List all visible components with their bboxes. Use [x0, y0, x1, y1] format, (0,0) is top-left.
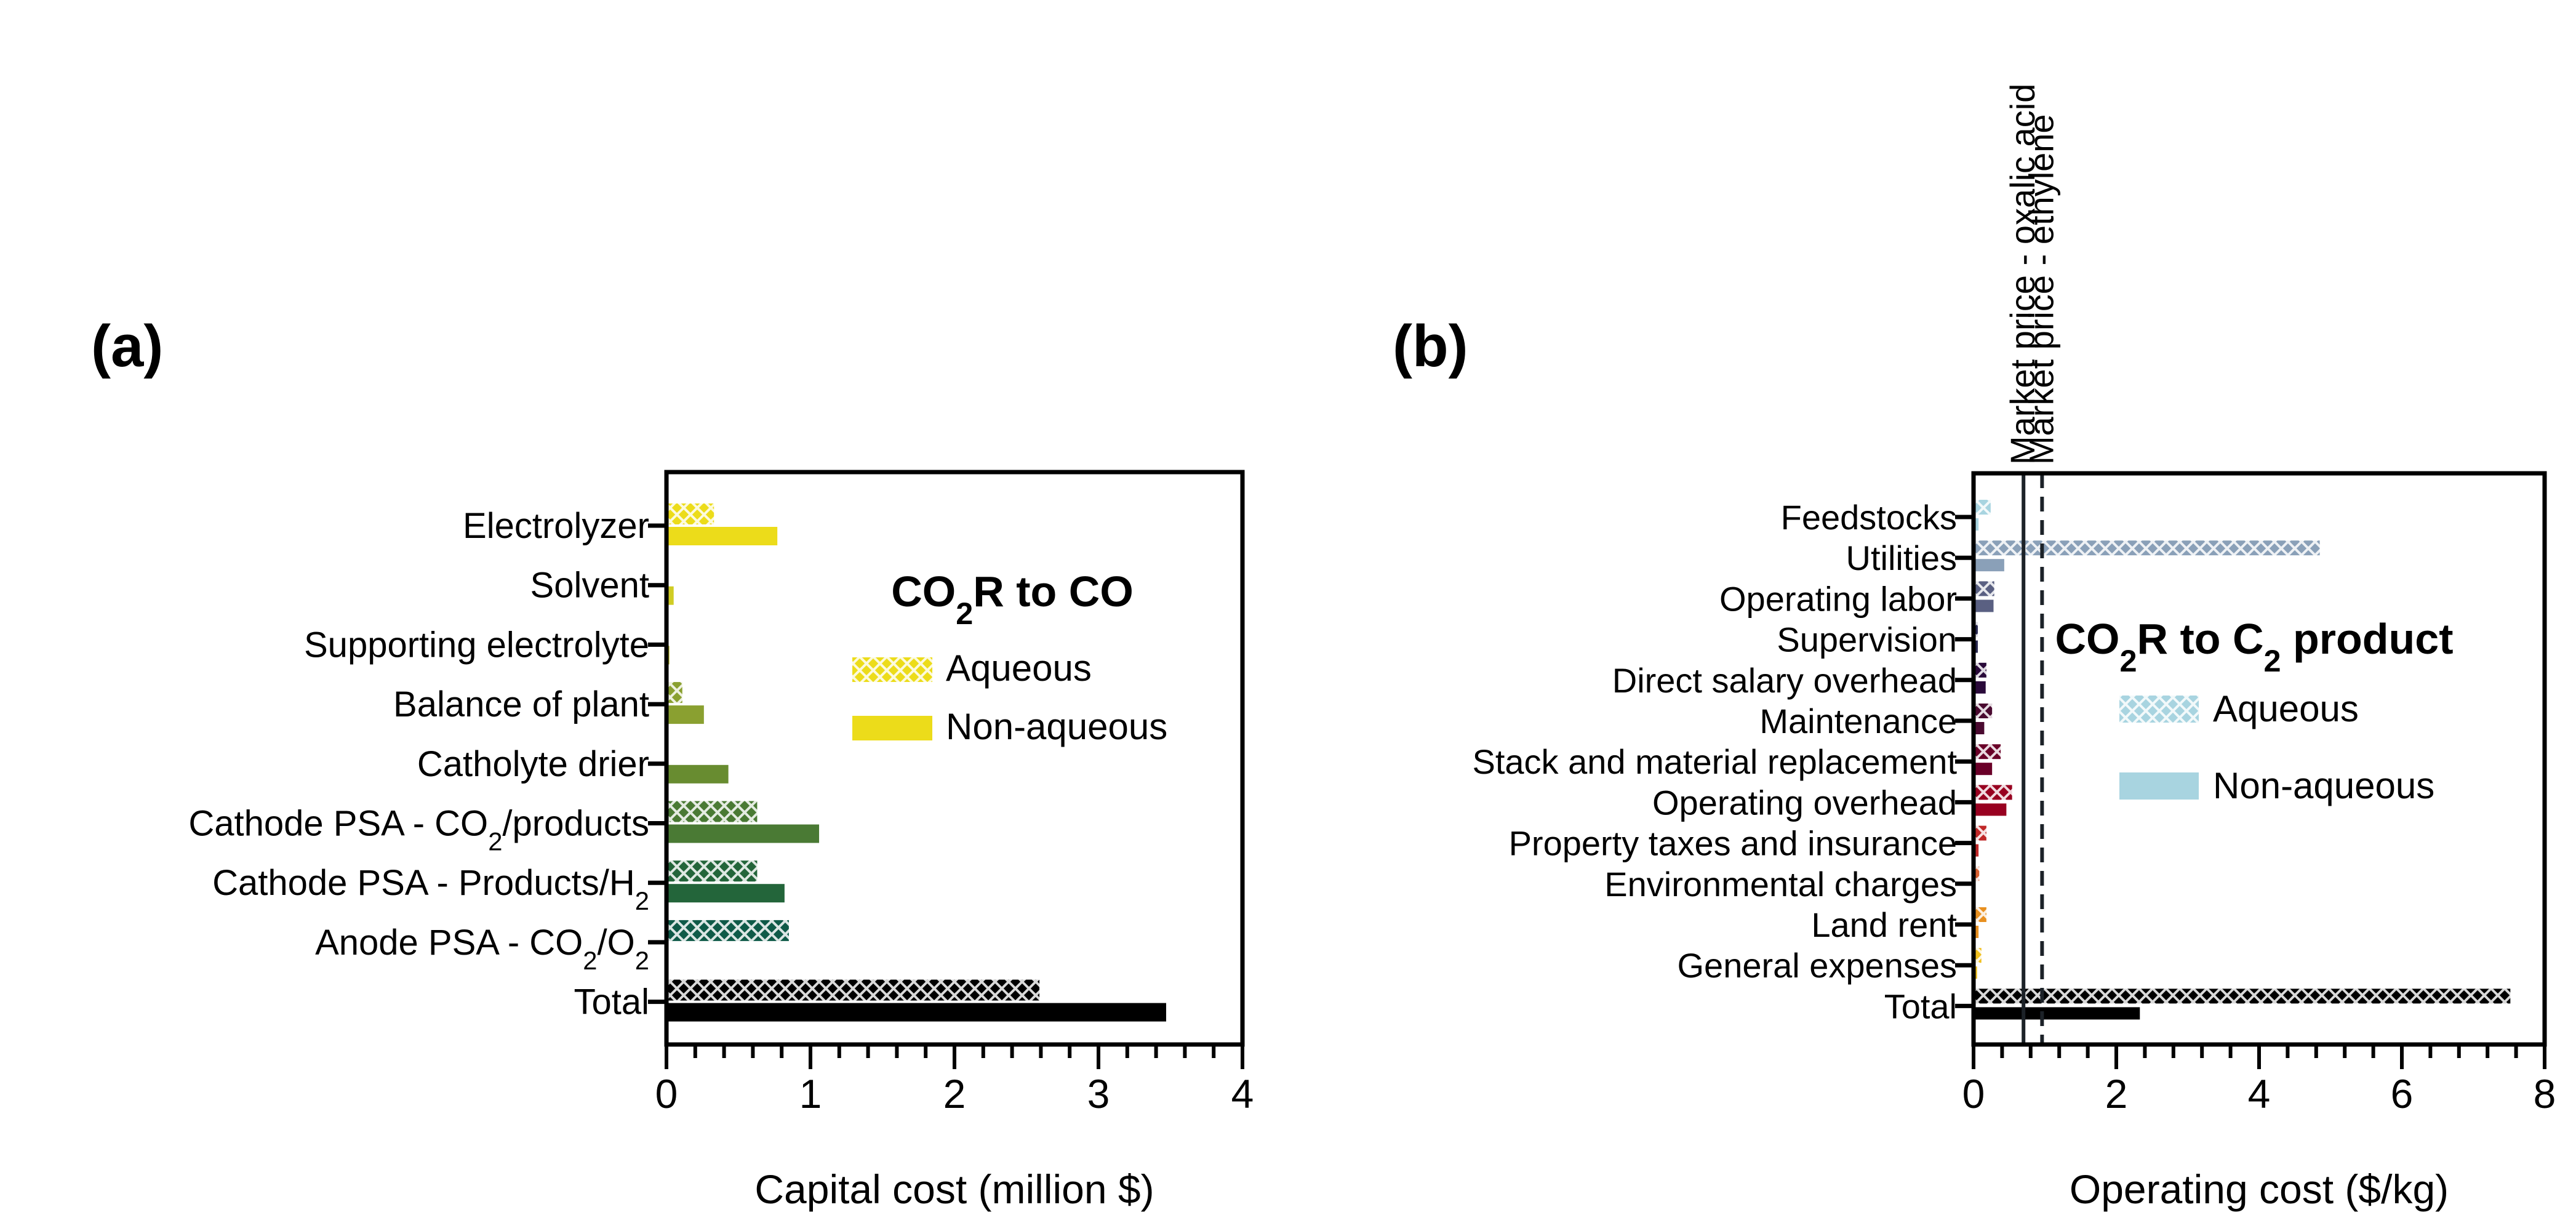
category-label-catholyte-drier: Catholyte drier	[417, 744, 649, 784]
category-label-stack-and-material-replacement: Stack and material replacement	[1473, 742, 1958, 781]
bar-non-aqueous-total	[1974, 1007, 2140, 1020]
category-label-balance-of-plant: Balance of plant	[393, 684, 649, 724]
bar-aqueous-environmental-charges	[1974, 866, 1980, 881]
bar-aqueous-anode-psa-co2-o2	[666, 920, 789, 941]
category-label-utilities: Utilities	[1846, 539, 1957, 577]
bar-non-aqueous-direct-salary-overhead	[1974, 681, 1986, 694]
bar-non-aqueous-operating-labor	[1974, 599, 1994, 612]
bar-aqueous-total	[666, 979, 1040, 1001]
category-label-land-rent: Land rent	[1811, 905, 1957, 944]
bar-aqueous-direct-salary-overhead	[1974, 662, 1986, 678]
legend-title: CO2R to CO	[891, 567, 1134, 631]
legend-swatch-non-aqueous	[2119, 772, 2199, 800]
x-tick-label: 2	[943, 1071, 966, 1117]
legend-label-aqueous: Aqueous	[946, 648, 1092, 689]
panel-b-x-axis: 0 2 4 6 8	[1962, 1045, 2556, 1117]
bar-non-aqueous-feedstocks	[1974, 518, 1979, 531]
panel-b-x-axis-title: Operating cost ($/kg)	[2070, 1166, 2449, 1212]
legend-label-non-aqueous: Non-aqueous	[2213, 765, 2434, 806]
category-label-total: Total	[1884, 987, 1957, 1025]
category-label-solvent: Solvent	[530, 566, 649, 606]
bar-aqueous-electrolyzer	[666, 503, 714, 524]
x-tick-label: 1	[799, 1071, 822, 1117]
panel-a-capital-cost-chart: (a) Electrolyzer Solvent Supporting electr…	[91, 313, 1254, 1212]
x-tick-label: 0	[1962, 1071, 1985, 1117]
x-tick-label: 2	[2105, 1071, 2128, 1117]
bar-non-aqueous-stack-and-material-replacement	[1974, 763, 1993, 776]
bar-aqueous-utilities	[1974, 540, 2320, 556]
category-label-cathode-psa-co2-products: Cathode PSA - CO2/products	[188, 804, 649, 856]
bar-aqueous-balance-of-plant	[666, 682, 682, 704]
bar-non-aqueous-maintenance	[1974, 722, 1985, 734]
bar-aqueous-operating-overhead	[1974, 785, 2012, 800]
legend-swatch-aqueous	[852, 657, 932, 682]
panel-b-legend: CO2R to C2 product Aqueous Non-aqueous	[2055, 615, 2453, 806]
reference-line-label: Market price - ethylene	[2022, 114, 2060, 465]
panel-a-bars	[666, 503, 1166, 1022]
bar-non-aqueous-total	[666, 1003, 1166, 1022]
category-label-supporting-electrolyte: Supporting electrolyte	[304, 625, 649, 665]
category-label-operating-labor: Operating labor	[1719, 579, 1957, 618]
category-label-direct-salary-overhead: Direct salary overhead	[1612, 661, 1957, 700]
bar-non-aqueous-electrolyzer	[666, 527, 778, 545]
bar-aqueous-land-rent	[1974, 907, 1986, 922]
legend-swatch-non-aqueous	[852, 716, 932, 740]
panel-a-legend: CO2R to CO Aqueous Non-aqueous	[852, 567, 1167, 747]
bar-aqueous-stack-and-material-replacement	[1974, 744, 2001, 760]
x-tick-label: 4	[2248, 1071, 2271, 1117]
x-tick-label: 8	[2534, 1071, 2556, 1117]
bar-aqueous-operating-labor	[1974, 581, 1994, 596]
panel-b-bars	[1974, 500, 2511, 1020]
category-label-cathode-psa-products-h2: Cathode PSA - Products/H2	[212, 863, 649, 915]
bar-aqueous-feedstocks	[1974, 500, 1991, 515]
panel-a-x-axis: 0 1 2 3 4	[655, 1045, 1254, 1117]
reference-line-label: Market price - oxalic acid	[2003, 84, 2042, 465]
category-label-maintenance: Maintenance	[1759, 702, 1957, 740]
legend-swatch-aqueous	[2119, 696, 2199, 723]
category-label-anode-psa-co2-o2: Anode PSA - CO2/O2	[315, 923, 649, 975]
category-label-environmental-charges: Environmental charges	[1604, 865, 1957, 904]
bar-non-aqueous-operating-overhead	[1974, 803, 2007, 816]
panel-b-label: (b)	[1393, 313, 1468, 379]
panel-a-plot-frame	[664, 470, 1245, 1047]
panel-a-x-axis-title: Capital cost (million $)	[754, 1166, 1154, 1212]
category-label-electrolyzer: Electrolyzer	[463, 506, 649, 546]
panel-a-label: (a)	[91, 313, 163, 379]
panel-b-plot-frame	[1971, 471, 2547, 1047]
x-tick-label: 6	[2391, 1071, 2414, 1117]
bar-non-aqueous-property-taxes-and-insurance	[1974, 844, 1979, 857]
legend-title: CO2R to C2 product	[2055, 615, 2453, 678]
bar-non-aqueous-land-rent	[1974, 926, 1979, 938]
bar-non-aqueous-utilities	[1974, 559, 2004, 572]
bar-aqueous-total	[1974, 988, 2511, 1004]
legend-label-non-aqueous: Non-aqueous	[946, 706, 1167, 747]
bar-non-aqueous-catholyte-drier	[666, 764, 729, 784]
bar-non-aqueous-solvent	[666, 586, 674, 605]
category-label-property-taxes-and-insurance: Property taxes and insurance	[1509, 824, 1957, 863]
panel-a-category-labels: Electrolyzer Solvent Supporting electrolyt…	[188, 506, 666, 1022]
bar-non-aqueous-cathode-psa-products-h2	[666, 884, 785, 903]
bar-aqueous-maintenance	[1974, 704, 1993, 718]
x-tick-label: 0	[655, 1071, 678, 1117]
category-label-supervision: Supervision	[1777, 620, 1957, 659]
bar-non-aqueous-cathode-psa-co2-products	[666, 824, 820, 843]
x-tick-label: 4	[1231, 1071, 1254, 1117]
bar-aqueous-cathode-psa-products-h2	[666, 860, 758, 882]
category-label-total: Total	[574, 982, 649, 1022]
category-label-operating-overhead: Operating overhead	[1652, 783, 1957, 822]
category-label-feedstocks: Feedstocks	[1781, 498, 1957, 537]
bar-non-aqueous-balance-of-plant	[666, 705, 704, 724]
legend-label-aqueous: Aqueous	[2213, 688, 2359, 729]
category-label-general-expenses: General expenses	[1677, 946, 1957, 985]
x-tick-label: 3	[1087, 1071, 1110, 1117]
bar-aqueous-property-taxes-and-insurance	[1974, 825, 1986, 841]
bar-aqueous-cathode-psa-co2-products	[666, 801, 758, 822]
